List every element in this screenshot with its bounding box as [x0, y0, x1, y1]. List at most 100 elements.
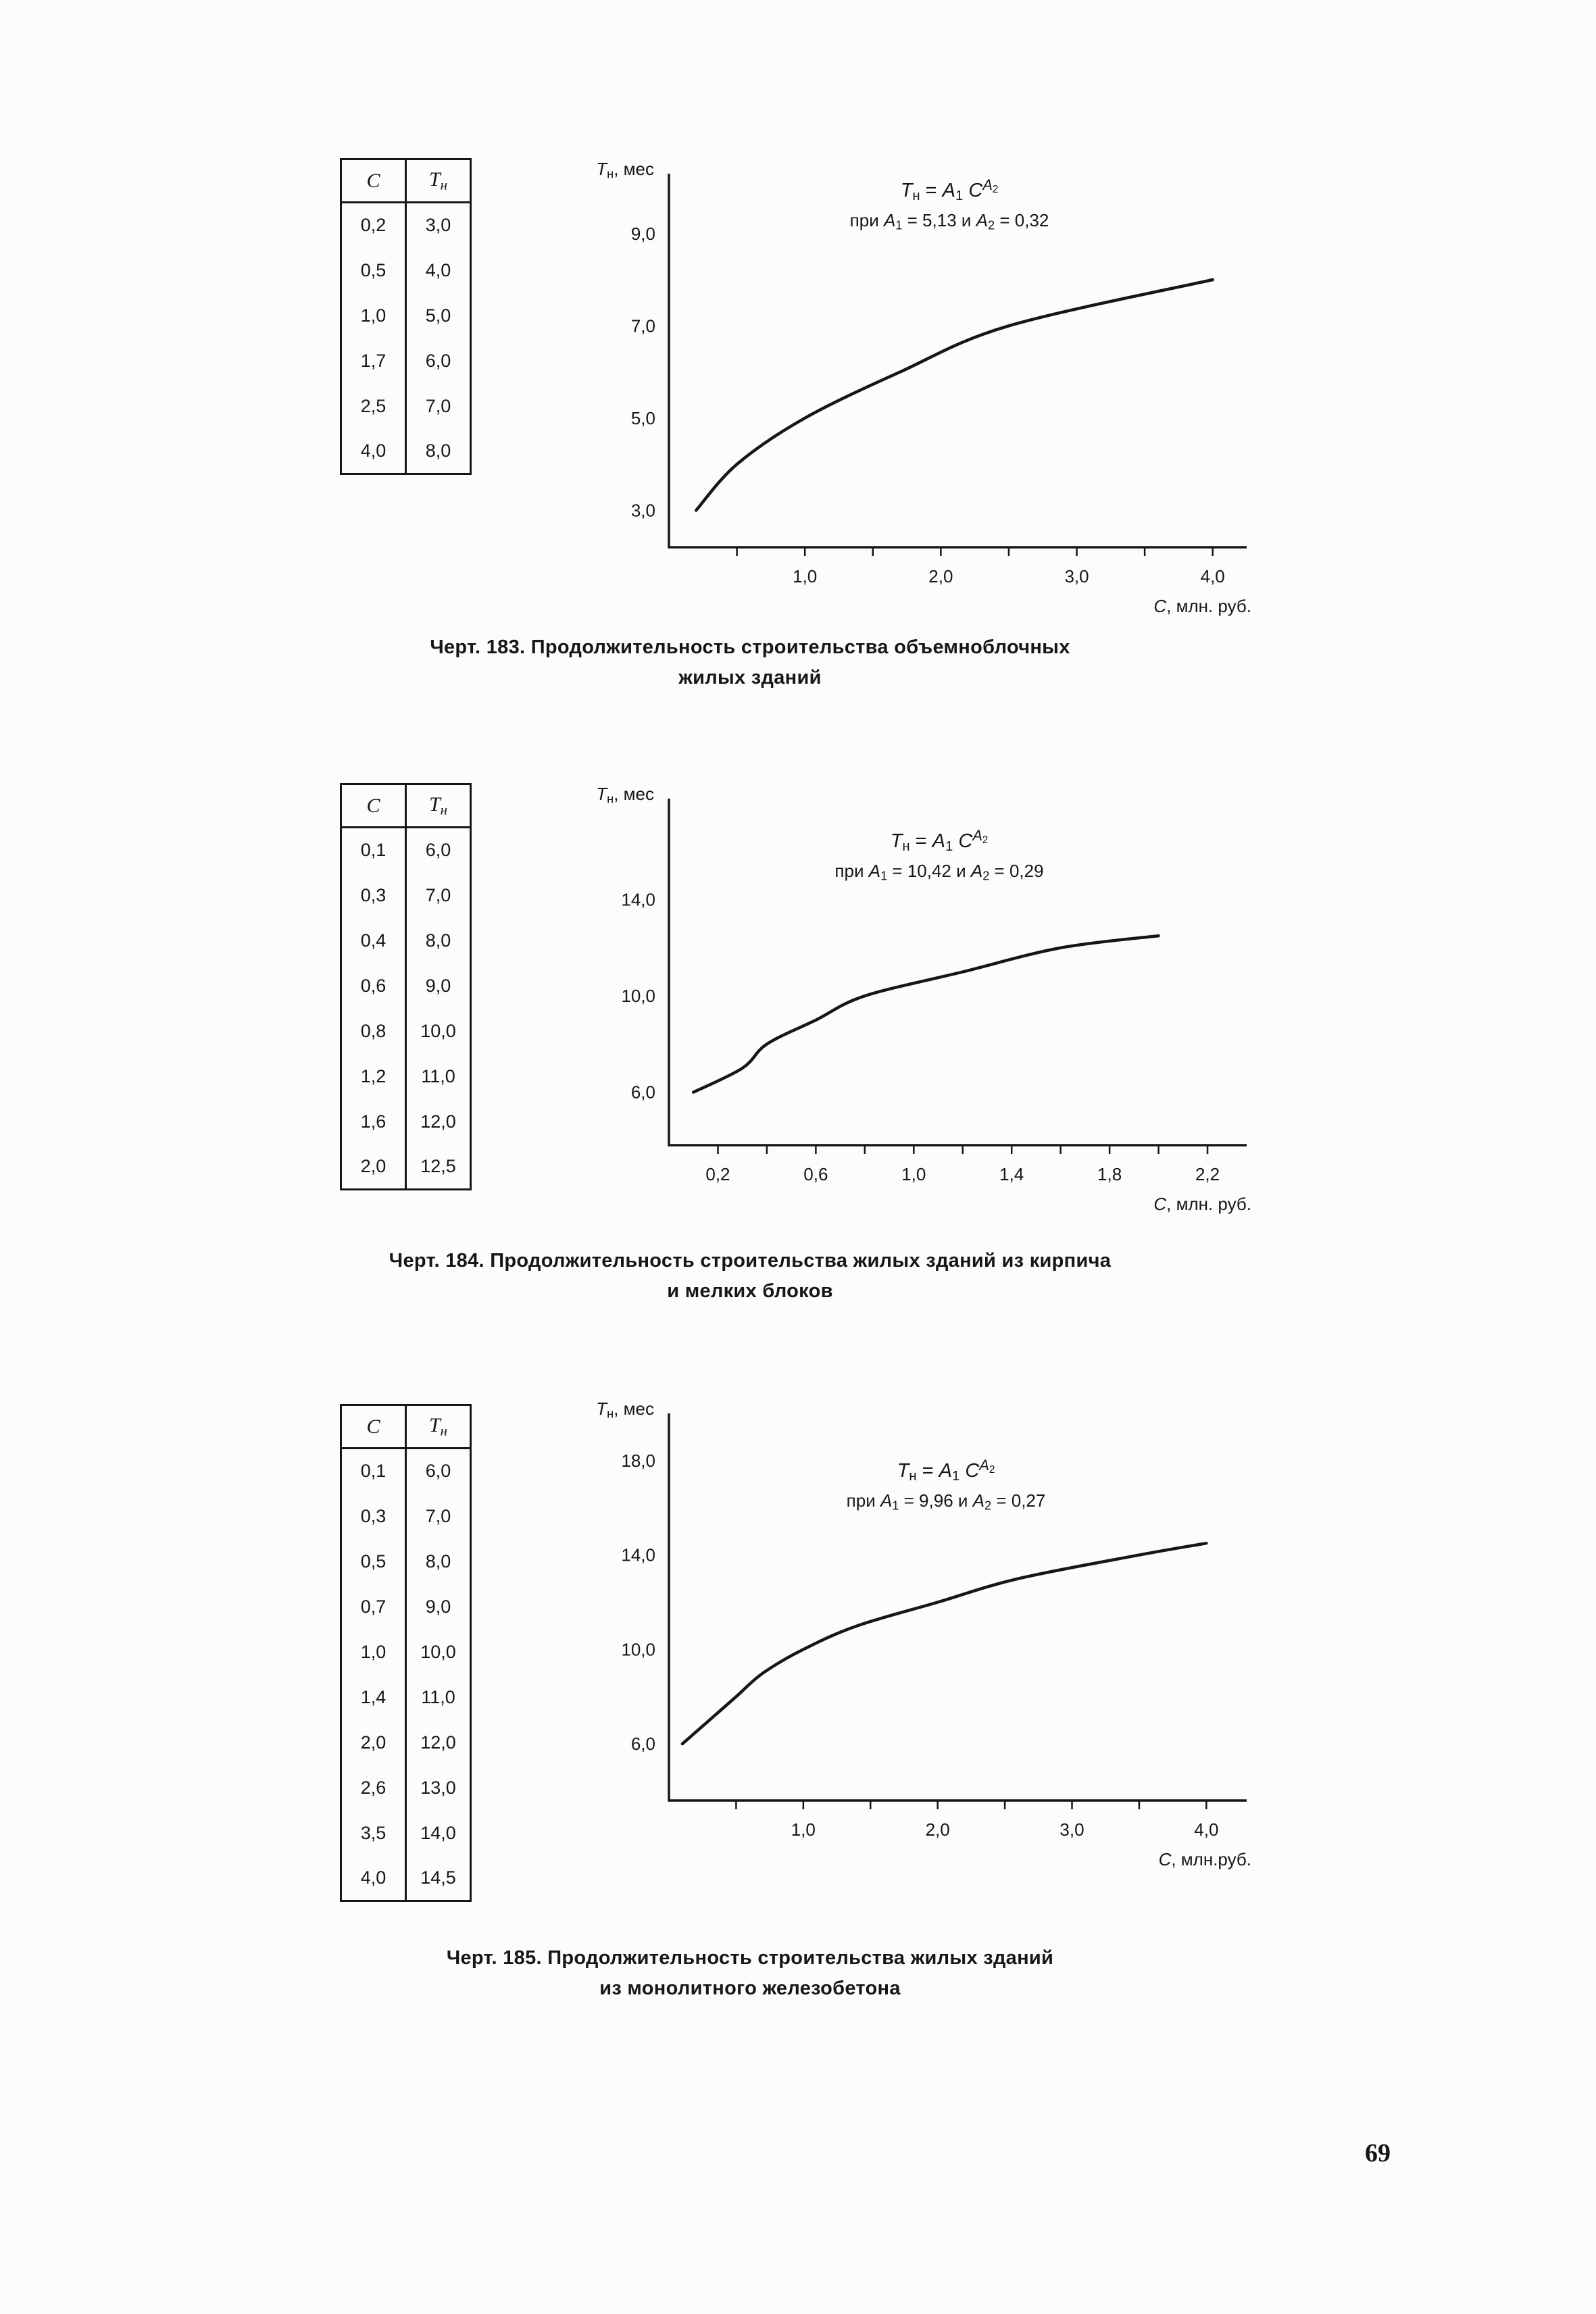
table-header-cell: Тн	[405, 784, 471, 828]
y-axis-title: Тн, мес	[596, 784, 654, 806]
table-row: 1,0 10,0	[341, 1629, 471, 1675]
table-cell: 9,0	[425, 1596, 451, 1617]
table-cell: 8,0	[425, 1551, 451, 1571]
caption-line: Черт. 184. Продолжительность строительст…	[389, 1250, 1112, 1272]
table-header-cell: Тн	[405, 159, 471, 203]
y-tick-label: 6,0	[631, 1734, 655, 1754]
table-row: 2,0 12,5	[341, 1144, 471, 1190]
x-tick-label: 3,0	[1059, 1819, 1084, 1840]
figure-183-table: С Тн 0,2 3,0 0,5 4,0 1,0 5,0 1,7 6,0 2,5 7,0 4,0 8,0	[340, 158, 472, 475]
table-cell: 0,2	[341, 202, 407, 248]
formula-line-parameters: при А1 = 5,13 и А2 = 0,32	[849, 209, 1049, 232]
table-row: 0,3 7,0	[341, 1493, 471, 1539]
table-header-row: С Тн	[341, 1405, 471, 1449]
table-header-row: С Тн	[341, 159, 471, 203]
y-tick-label: 18,0	[621, 1451, 655, 1471]
table-row: 2,6 13,0	[341, 1765, 471, 1811]
table-cell: 12,5	[420, 1155, 456, 1176]
table-cell: 0,5	[341, 1538, 407, 1584]
formula-line-equation: Тн = А1 СА2	[890, 827, 989, 854]
table-cell: 6,0	[425, 840, 451, 861]
table-row: 1,6 12,0	[341, 1099, 471, 1145]
table-cell: 11,0	[421, 1065, 455, 1086]
y-tick-label: 7,0	[631, 316, 655, 336]
table-row: 1,0 5,0	[341, 293, 471, 338]
formula-line-parameters: при А1 = 9,96 и А2 = 0,27	[846, 1490, 1046, 1513]
table-cell: 7,0	[425, 1505, 451, 1526]
axes	[668, 174, 1247, 549]
table-cell: 7,0	[425, 884, 451, 905]
chart-canvas: 0,2 0,6 1,0 1,4 1,8 2,2 6,0 10,0 14,0	[621, 799, 1247, 1184]
table-cell: 14,5	[420, 1867, 456, 1888]
table-row: 0,4 8,0	[341, 917, 471, 963]
figure-183-caption: Черт. 183. Продолжительность строительст…	[243, 632, 1257, 693]
table-cell: 0,4	[341, 917, 407, 963]
table-row: 0,3 7,0	[341, 872, 471, 918]
table-cell: 0,3	[341, 872, 407, 918]
table-cell: 6,0	[425, 350, 451, 371]
figure-185-table: С Тн 0,1 6,0 0,3 7,0 0,5 8,0 0,7 9,0 1,0 10,0 1,4 11,…	[340, 1404, 472, 1902]
table-cell: 0,5	[341, 247, 407, 293]
table-row: 2,5 7,0	[341, 383, 471, 429]
y-tick-label: 14,0	[621, 890, 655, 910]
table-cell: 8,0	[425, 930, 451, 951]
table-cell: 4,0	[341, 1855, 407, 1901]
x-axis-title: С, млн. руб.	[1153, 596, 1251, 616]
y-axis-title: Тн, мес	[596, 1399, 654, 1421]
table-cell: 3,5	[341, 1810, 407, 1856]
figure-184-table: С Тн 0,1 6,0 0,3 7,0 0,4 8,0 0,6 9,0 0,8 10,0 1,2 11,…	[340, 783, 472, 1190]
formula-line-equation: Тн = А1 СА2	[900, 176, 999, 203]
table-row: 1,4 11,0	[341, 1674, 471, 1720]
x-tick-label: 4,0	[1194, 1819, 1218, 1840]
page-number: 69	[1365, 2139, 1391, 2167]
x-tick-label: 0,6	[803, 1164, 828, 1184]
chart-canvas: 1,0 2,0 3,0 4,0 3,0 5,0 7,0 9,0	[631, 174, 1247, 586]
table-header-cell: С	[341, 159, 407, 203]
table-row: 4,0 8,0	[341, 428, 471, 474]
table-cell: 0,1	[341, 827, 407, 873]
table-cell: 0,6	[341, 963, 407, 1009]
table-header-row: С Тн	[341, 784, 471, 828]
table-cell: 1,6	[341, 1099, 407, 1145]
y-tick-label: 6,0	[631, 1082, 655, 1103]
table-cell: 1,7	[341, 338, 407, 384]
x-tick-label: 1,0	[791, 1819, 816, 1840]
table-row: 1,7 6,0	[341, 338, 471, 384]
y-tick-label: 3,0	[631, 500, 655, 520]
data-curve	[691, 934, 1160, 1094]
table-cell: 11,0	[421, 1686, 455, 1707]
table-cell: 1,0	[341, 1629, 407, 1675]
table-header-cell: Тн	[405, 1405, 471, 1449]
x-tick-label: 4,0	[1201, 566, 1225, 586]
table-cell: 5,0	[425, 305, 451, 326]
data-curve	[680, 1541, 1208, 1746]
table-cell: 2,6	[341, 1765, 407, 1811]
table-cell: 7,0	[425, 395, 451, 416]
table-cell: 4,0	[425, 259, 451, 280]
figure-table: С Тн 0,1 6,0 0,3 7,0 0,4 8,0 0,6 9,0 0,8 10,0 1,2 11,…	[340, 783, 472, 1190]
axes	[668, 1413, 1247, 1802]
x-axis-title: С, млн.руб.	[1158, 1849, 1251, 1869]
figure-185-chart: 1,0 2,0 3,0 4,0 6,0 10,0 14,0 18,0 Тн, мес С, млн…	[568, 1392, 1284, 1878]
x-tick-label: 1,0	[793, 566, 817, 586]
x-tick-label: 1,8	[1097, 1164, 1122, 1184]
figure-185-caption: Черт. 185. Продолжительность строительст…	[243, 1943, 1257, 2004]
x-tick-label: 3,0	[1064, 566, 1089, 586]
x-tick-label: 1,0	[901, 1164, 926, 1184]
caption-line: жилых зданий	[678, 667, 822, 688]
caption-line: Черт. 185. Продолжительность строительст…	[446, 1947, 1054, 1969]
x-tick-label: 2,0	[928, 566, 953, 586]
table-cell: 12,0	[420, 1732, 456, 1753]
y-tick-label: 14,0	[621, 1545, 655, 1565]
table-cell: 10,0	[420, 1020, 456, 1041]
table-row: 0,6 9,0	[341, 963, 471, 1009]
table-row: 0,5 8,0	[341, 1538, 471, 1584]
formula: Тн = А1 СА2 при А1 = 5,13 и А2 = 0,32	[706, 176, 1193, 232]
table-cell: 2,0	[341, 1144, 407, 1190]
x-tick-label: 2,2	[1195, 1164, 1220, 1184]
table-row: 0,7 9,0	[341, 1584, 471, 1630]
y-tick-label: 5,0	[631, 408, 655, 428]
table-cell: 8,0	[425, 440, 451, 461]
y-tick-label: 10,0	[621, 1639, 655, 1659]
axes	[668, 799, 1247, 1147]
